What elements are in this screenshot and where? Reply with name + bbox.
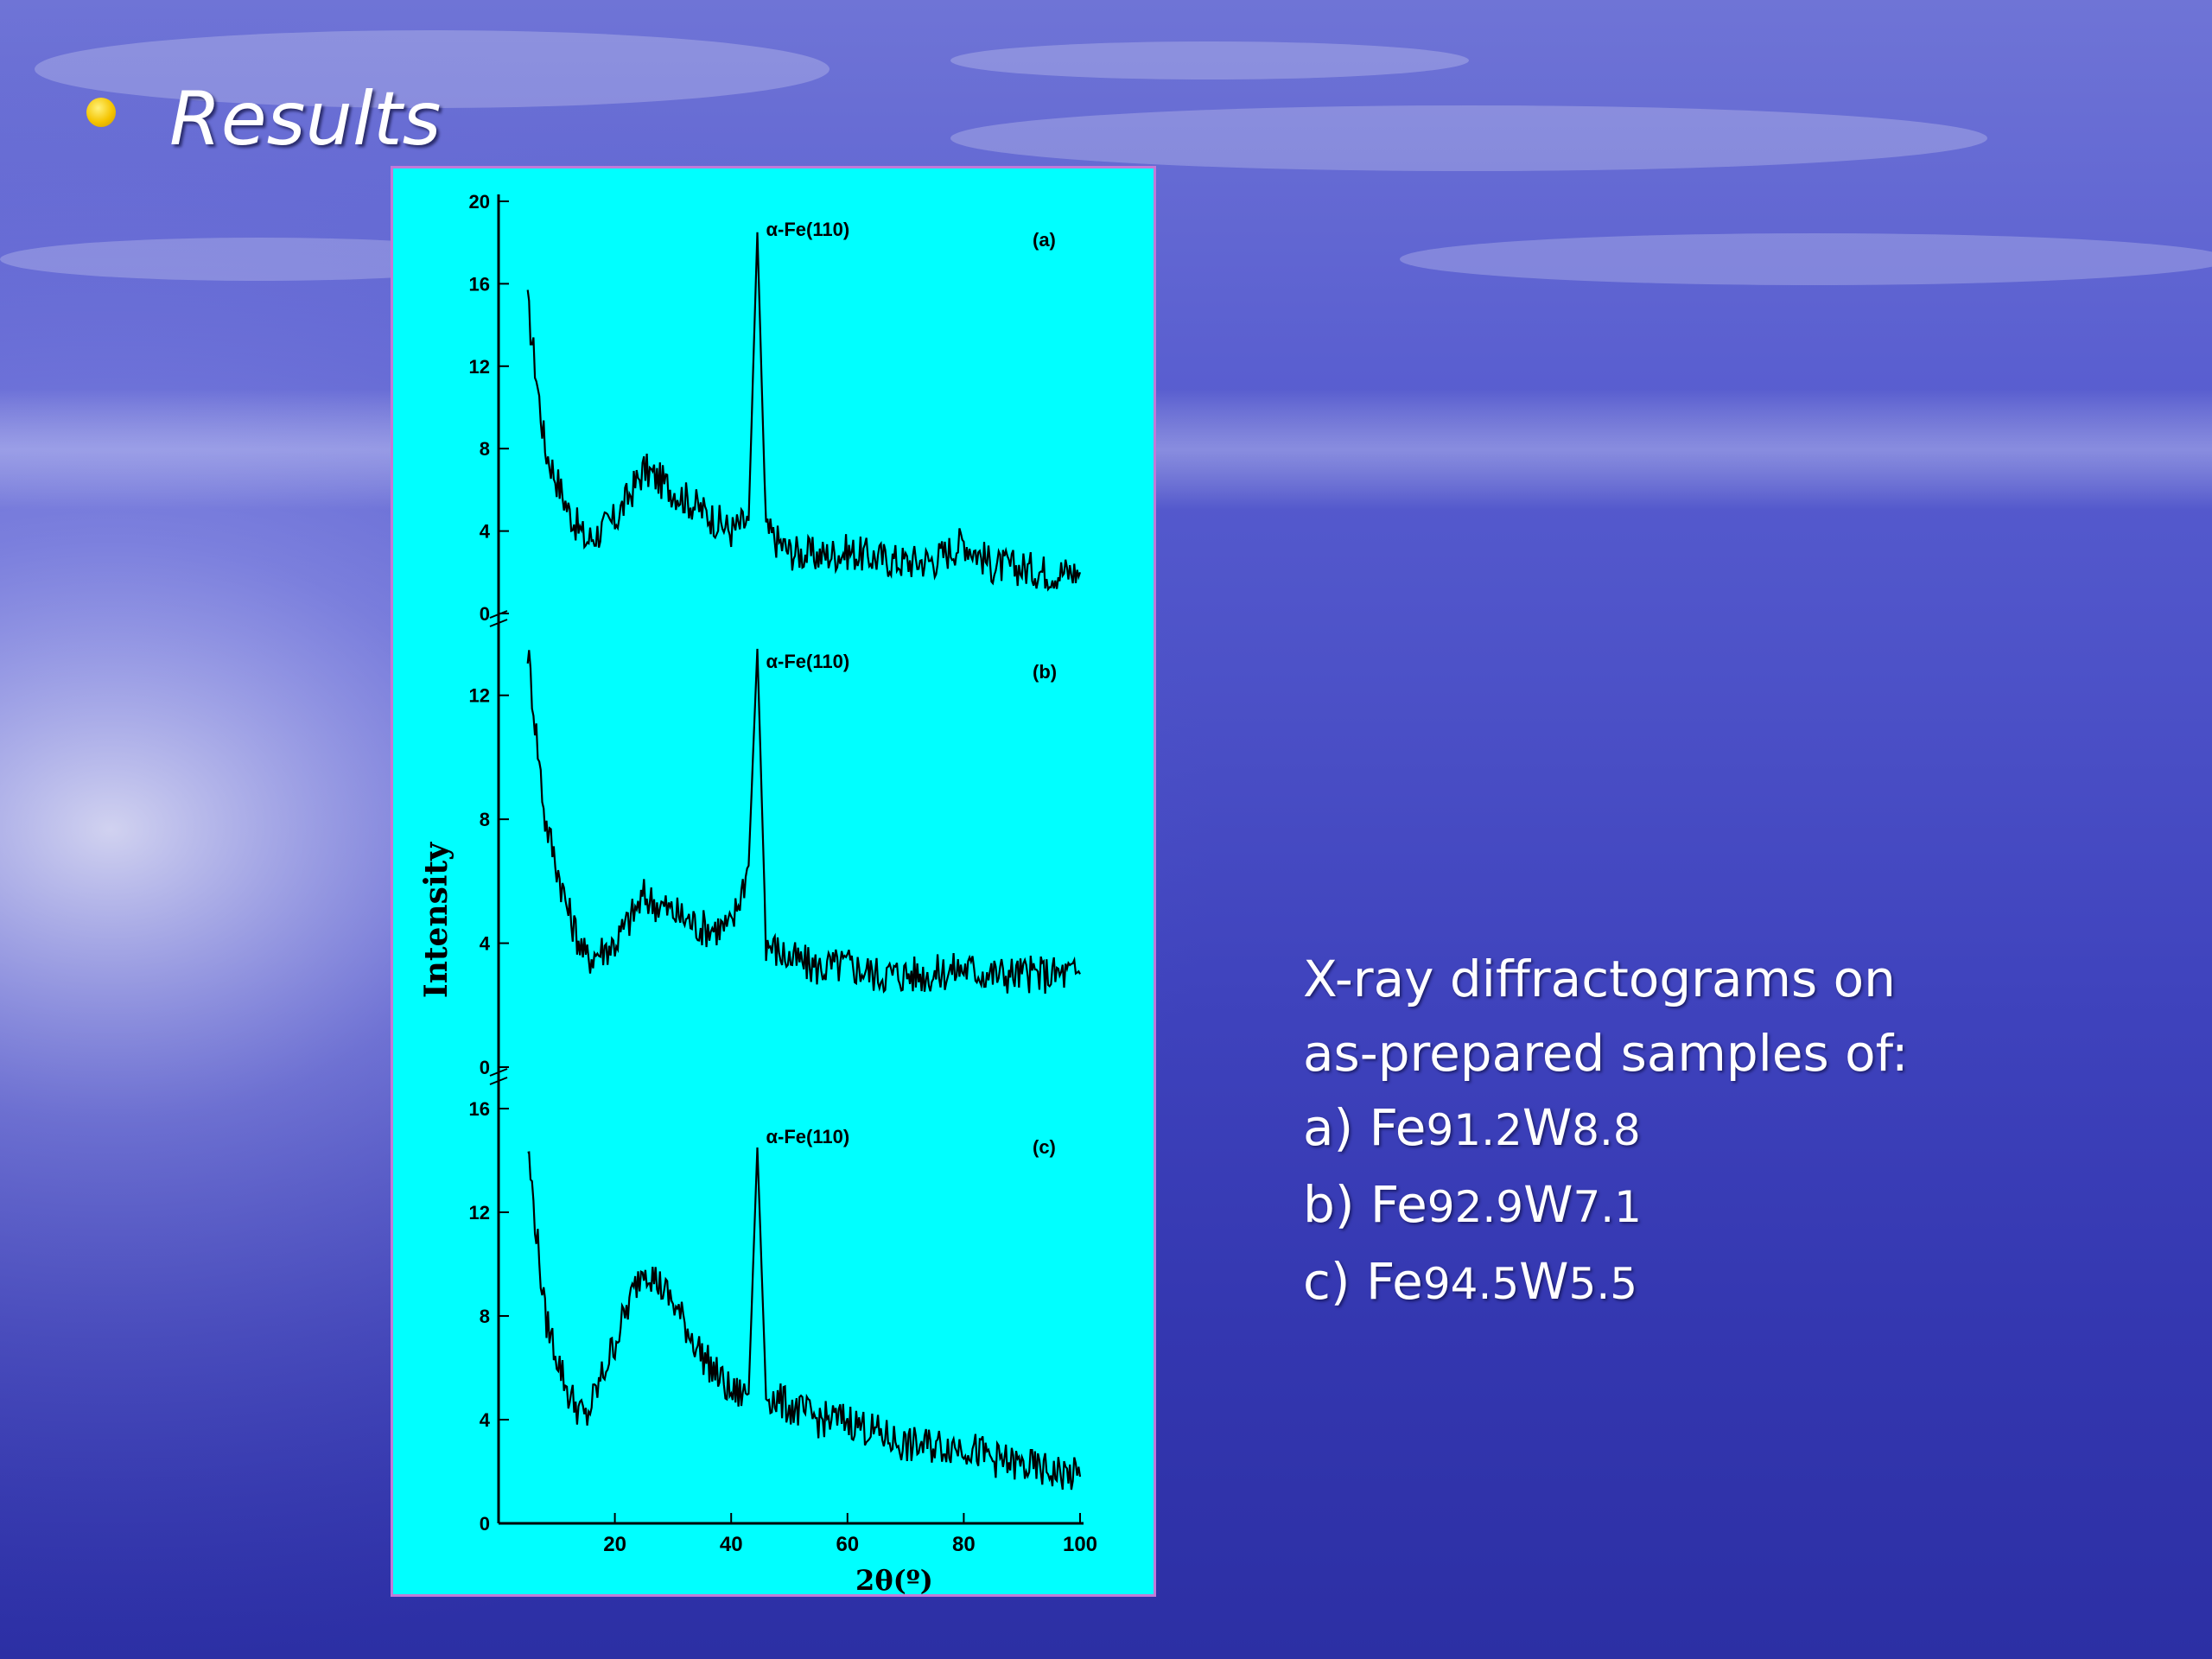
x-tick-label-2: 60 [836,1533,859,1556]
series-trace-2 [527,1147,1082,1491]
x-axis-label: 2θ(º) [855,1564,933,1594]
peak-label-1: α-Fe(110) [766,651,849,672]
bullet-dot-icon [86,98,116,127]
series-trace-0 [526,232,1082,592]
y-tick-label-2-1: 4 [480,1409,491,1431]
axis-break-0 [489,610,508,627]
panel-label-0: (a) [1033,229,1056,251]
series-trace-1 [526,648,1081,994]
x-tick-label-3: 80 [952,1533,976,1556]
xrd-figure: 0 4 8 12 16 20 α-Fe(110) (a) 0 4 8 12 α-Fe(110) (b) 0 4… [391,166,1156,1597]
xrd-chart: 0 4 8 12 16 20 α-Fe(110) (a) 0 4 8 12 α-Fe(110) (b) 0 4… [418,191,1097,1594]
y-tick-label-0-4: 16 [469,273,490,295]
y-tick-label-2-3: 12 [469,1202,490,1224]
panel-label-2: (c) [1033,1136,1056,1158]
panel-label-1: (b) [1033,661,1057,683]
y-axis-label: Intensity [418,842,454,998]
sample-b: b) Fe92.9W7.1 [1303,1175,1642,1234]
y-tick-label-2-2: 8 [480,1306,490,1327]
x-tick-label-4: 100 [1063,1533,1097,1556]
x-tick-label-1: 40 [720,1533,743,1556]
y-tick-label-1-3: 12 [469,685,490,707]
sample-a: a) Fe91.2W8.8 [1303,1098,1641,1157]
y-tick-label-1-2: 8 [480,809,490,830]
y-tick-label-0-1: 4 [480,521,491,543]
y-tick-label-0-5: 20 [469,191,490,213]
y-tick-label-1-0: 0 [480,1057,490,1078]
y-tick-label-2-4: 16 [469,1098,490,1120]
caption-line-2: as-prepared samples of: [1303,1024,1909,1083]
y-tick-label-1-1: 4 [480,933,491,955]
x-tick-label-0: 20 [603,1533,626,1556]
peak-label-0: α-Fe(110) [766,219,849,240]
y-tick-label-0-3: 12 [469,356,490,378]
peak-label-2: α-Fe(110) [766,1126,849,1147]
axis-break-1 [489,1068,508,1085]
y-tick-label-2-0: 0 [480,1513,490,1535]
caption-line-1: X-ray diffractograms on [1303,950,1896,1008]
caption-block: X-ray diffractograms on as-prepared samp… [1303,942,1909,1321]
y-tick-label-0-0: 0 [480,603,490,625]
sample-c: c) Fe94.5W5.5 [1303,1252,1638,1311]
slide-title: Results [169,76,442,162]
y-tick-label-0-2: 8 [480,438,490,460]
